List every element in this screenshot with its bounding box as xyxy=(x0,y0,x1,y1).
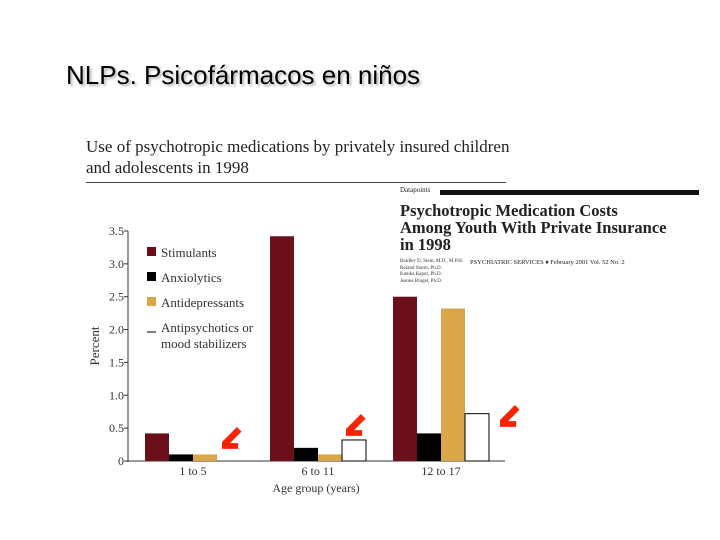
legend-swatch xyxy=(147,247,156,256)
legend-label: mood stabilizers xyxy=(161,336,247,351)
arrow-down-left-icon xyxy=(346,414,366,436)
article-header: Datapoints Psychotropic Medication Costs… xyxy=(400,186,700,285)
bar xyxy=(341,439,367,462)
x-tick-label: 1 to 5 xyxy=(179,464,206,478)
y-tick-label: 2.0 xyxy=(109,323,124,337)
bar xyxy=(294,447,318,461)
legend-label: Anxiolytics xyxy=(161,270,222,285)
bar xyxy=(270,236,294,461)
author-name: Jeanne Ringel, Ph.D. xyxy=(400,278,443,284)
article-rule xyxy=(440,190,699,195)
legend-swatch xyxy=(147,272,156,281)
arrow-down-left-icon xyxy=(500,405,520,427)
article-headline: Psychotropic Medication Costs Among Yout… xyxy=(400,201,667,254)
y-tick-label: 2.5 xyxy=(109,290,124,304)
y-tick-label: 0.5 xyxy=(109,421,124,435)
bar xyxy=(417,433,441,461)
bar xyxy=(318,454,342,461)
bar xyxy=(145,433,169,461)
article-kicker: Datapoints xyxy=(400,186,431,194)
legend-swatch xyxy=(147,322,156,331)
slide-title: NLPs. Psicofármacos en niños xyxy=(66,60,421,90)
y-tick-label: 0 xyxy=(118,454,124,468)
arrow-down-left-icon xyxy=(222,427,242,449)
bar xyxy=(393,296,417,461)
bar xyxy=(193,454,217,461)
figure-caption: Use of psychotropic medications by priva… xyxy=(86,137,510,177)
x-axis-label: Age group (years) xyxy=(272,481,359,495)
legend-swatch xyxy=(147,297,156,306)
y-tick-label: 1.0 xyxy=(109,388,124,402)
caption-divider xyxy=(86,182,506,183)
legend-label: Antipsychotics or xyxy=(161,320,254,335)
y-tick-label: 1.5 xyxy=(109,355,124,369)
y-tick-label: 3.5 xyxy=(109,224,124,238)
y-axis-label: Percent xyxy=(87,326,102,365)
author-name: Roland Sturm, Ph.D. xyxy=(400,265,442,271)
article-authors: Bradley D. Stein, M.D., M.P.H. Roland St… xyxy=(400,259,470,285)
x-tick-label: 6 to 11 xyxy=(302,464,335,478)
x-tick-label: 12 to 17 xyxy=(421,464,460,478)
legend-label: Antidepressants xyxy=(161,295,244,310)
legend-label: Stimulants xyxy=(161,245,217,260)
author-name: Kanika Kapur, Ph.D. xyxy=(400,272,442,277)
journal-citation: PSYCHIATRIC SERVICES ♦ February 2001 Vol… xyxy=(470,259,625,266)
y-tick-label: 3.0 xyxy=(109,257,124,271)
bar xyxy=(441,308,465,461)
bar xyxy=(169,454,193,461)
author-name: Bradley D. Stein, M.D., M.P.H. xyxy=(400,259,464,264)
bar xyxy=(464,413,490,462)
